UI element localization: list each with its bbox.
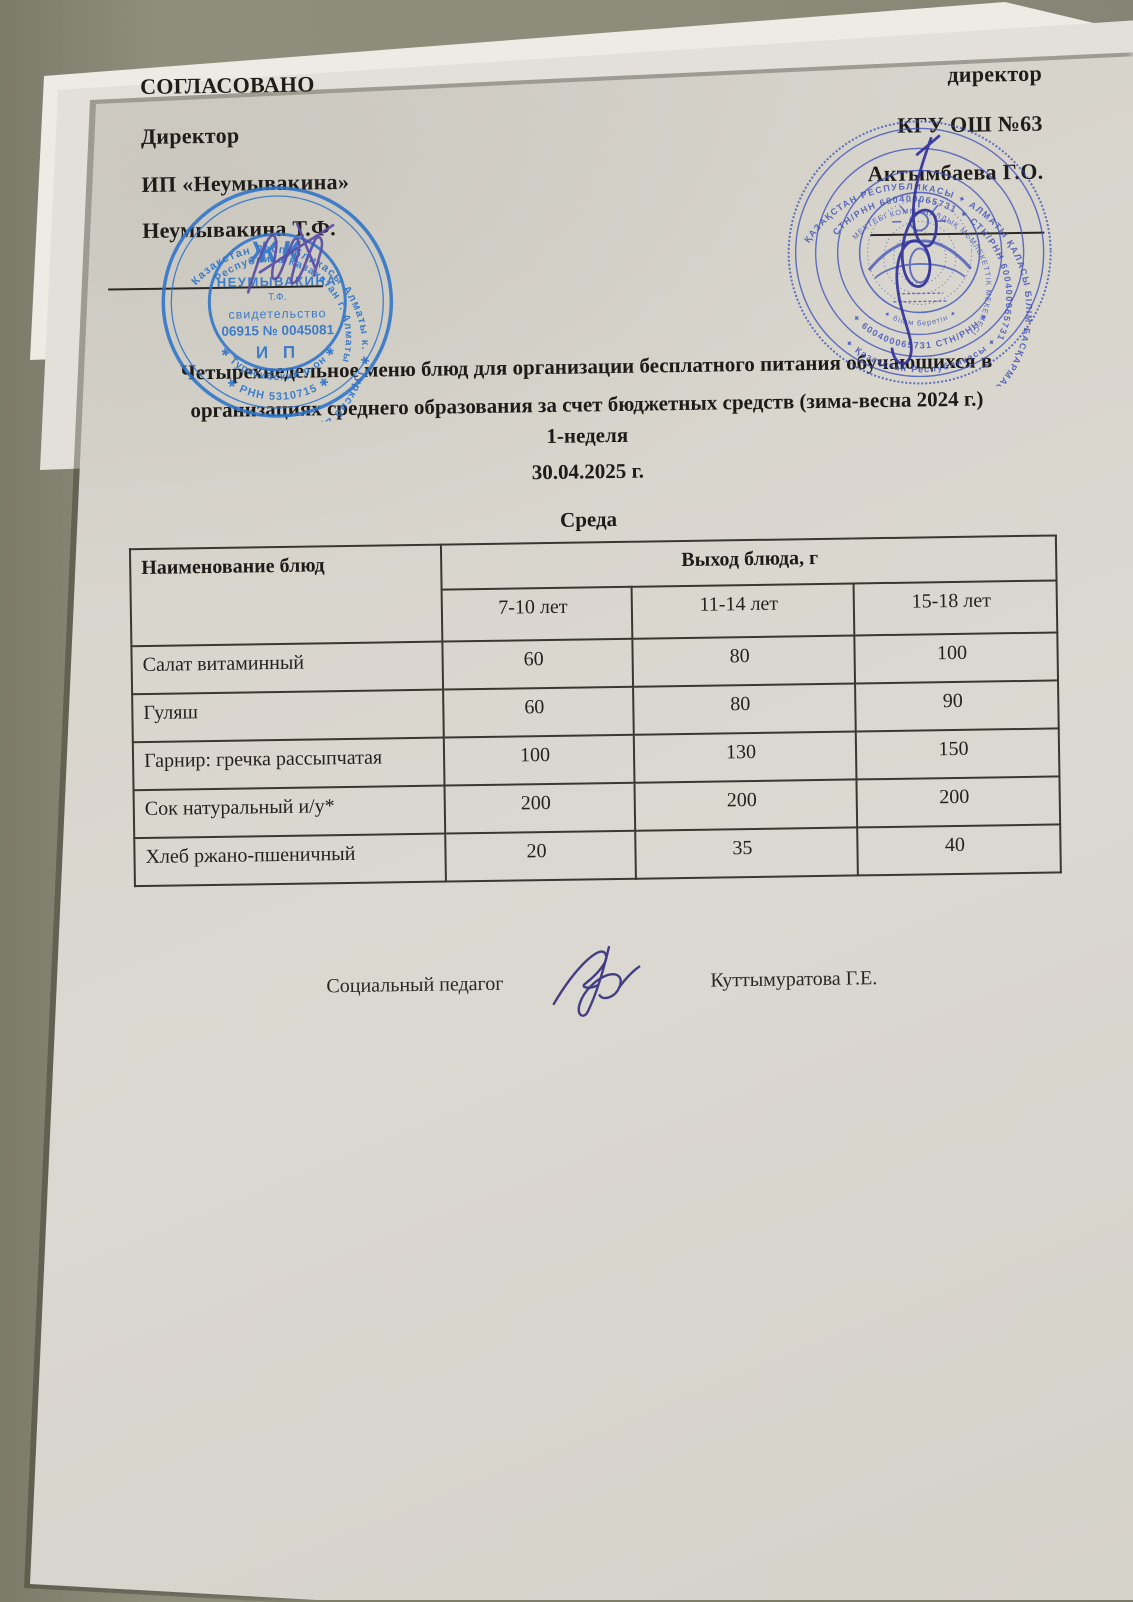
portion-value: 35	[635, 827, 858, 879]
header-age-3: 15-18 лет	[853, 580, 1058, 636]
signature-ink-right	[890, 134, 941, 366]
portion-value: 20	[445, 830, 636, 882]
stamp-left-cert-number: 06915 № 0045081	[221, 322, 334, 339]
portion-value: 200	[856, 776, 1061, 828]
menu-table: Наименование блюд Выход блюда, г 7-10 ле…	[129, 534, 1062, 887]
portion-value: 100	[854, 632, 1059, 684]
header-dish-name: Наименование блюд	[129, 544, 443, 647]
day-label: Среда	[559, 506, 618, 532]
portion-value: 200	[444, 782, 636, 834]
portion-value: 130	[633, 731, 857, 783]
approver-role-left: Директор	[140, 122, 240, 149]
footer-role: Социальный педагог	[326, 972, 504, 998]
portion-value: 60	[443, 686, 634, 738]
stamp-left-cert-word: свидетельство	[228, 306, 326, 321]
portion-value: 60	[442, 638, 634, 690]
header-age-2: 11-14 лет	[631, 583, 855, 639]
portion-value: 200	[634, 779, 858, 831]
footer-name: Куттымуратова Г.Е.	[710, 967, 878, 992]
portion-value: 40	[857, 824, 1061, 876]
date-label: 30.04.2025 г.	[531, 458, 645, 485]
school-round-stamp: ҚАЗАҚСТАН РЕСПУБЛИКАСЫ ✦ АЛМАТЫ ҚАЛАСЫ Б…	[787, 120, 1052, 389]
stamp-left-initials: Т.Ф.	[268, 292, 286, 303]
dish-name: Гуляш	[132, 689, 444, 743]
signature-ink-left	[246, 222, 335, 294]
approved-heading: СОГЛАСОВАНО	[139, 71, 315, 99]
stamp-left-ip: И П	[256, 343, 300, 363]
portion-value: 100	[443, 734, 635, 786]
portion-value: 150	[855, 728, 1060, 780]
portion-value: 80	[632, 635, 856, 687]
stamp-left-name: НЕУМЫВАКИНА	[217, 273, 338, 290]
dish-name: Гарнир: гречка рассыпчатая	[132, 737, 445, 791]
director-heading: директор	[947, 60, 1043, 88]
dish-name: Хлеб ржано-пшеничный	[134, 833, 446, 887]
portion-value: 90	[855, 680, 1059, 732]
signature-ink-footer	[552, 945, 641, 1017]
dish-name: Салат витаминный	[131, 641, 444, 695]
dish-name: Сок натуральный и/у*	[133, 785, 446, 839]
header-age-1: 7-10 лет	[441, 586, 633, 642]
company-round-stamp: Казакстан Республикасы Алматы к. ✱ Туркс…	[161, 186, 394, 424]
portion-value: 80	[633, 683, 856, 735]
